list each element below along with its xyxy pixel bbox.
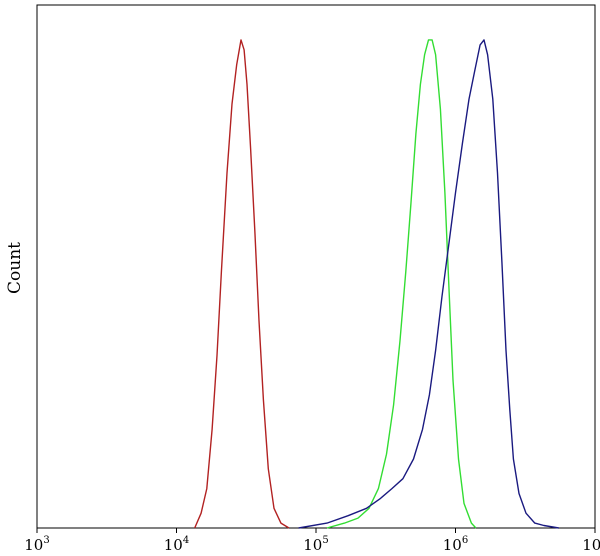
- histogram-series-1: [194, 39, 290, 529]
- x-tick-label-4: 106: [443, 535, 468, 554]
- series-layer: [194, 39, 559, 529]
- x-tick-label-3: 105: [303, 535, 328, 554]
- plot-area-frame: [36, 4, 596, 529]
- x-tick-label-5: 107: [582, 535, 600, 554]
- x-tick-label-1: 103: [24, 535, 49, 554]
- x-axis-ticks: 103 104 105 106 107: [24, 528, 600, 554]
- y-axis-label: Count: [5, 242, 25, 294]
- histogram-series-3: [298, 39, 559, 529]
- histogram-series-2: [326, 39, 477, 529]
- x-tick-label-2: 104: [164, 535, 189, 554]
